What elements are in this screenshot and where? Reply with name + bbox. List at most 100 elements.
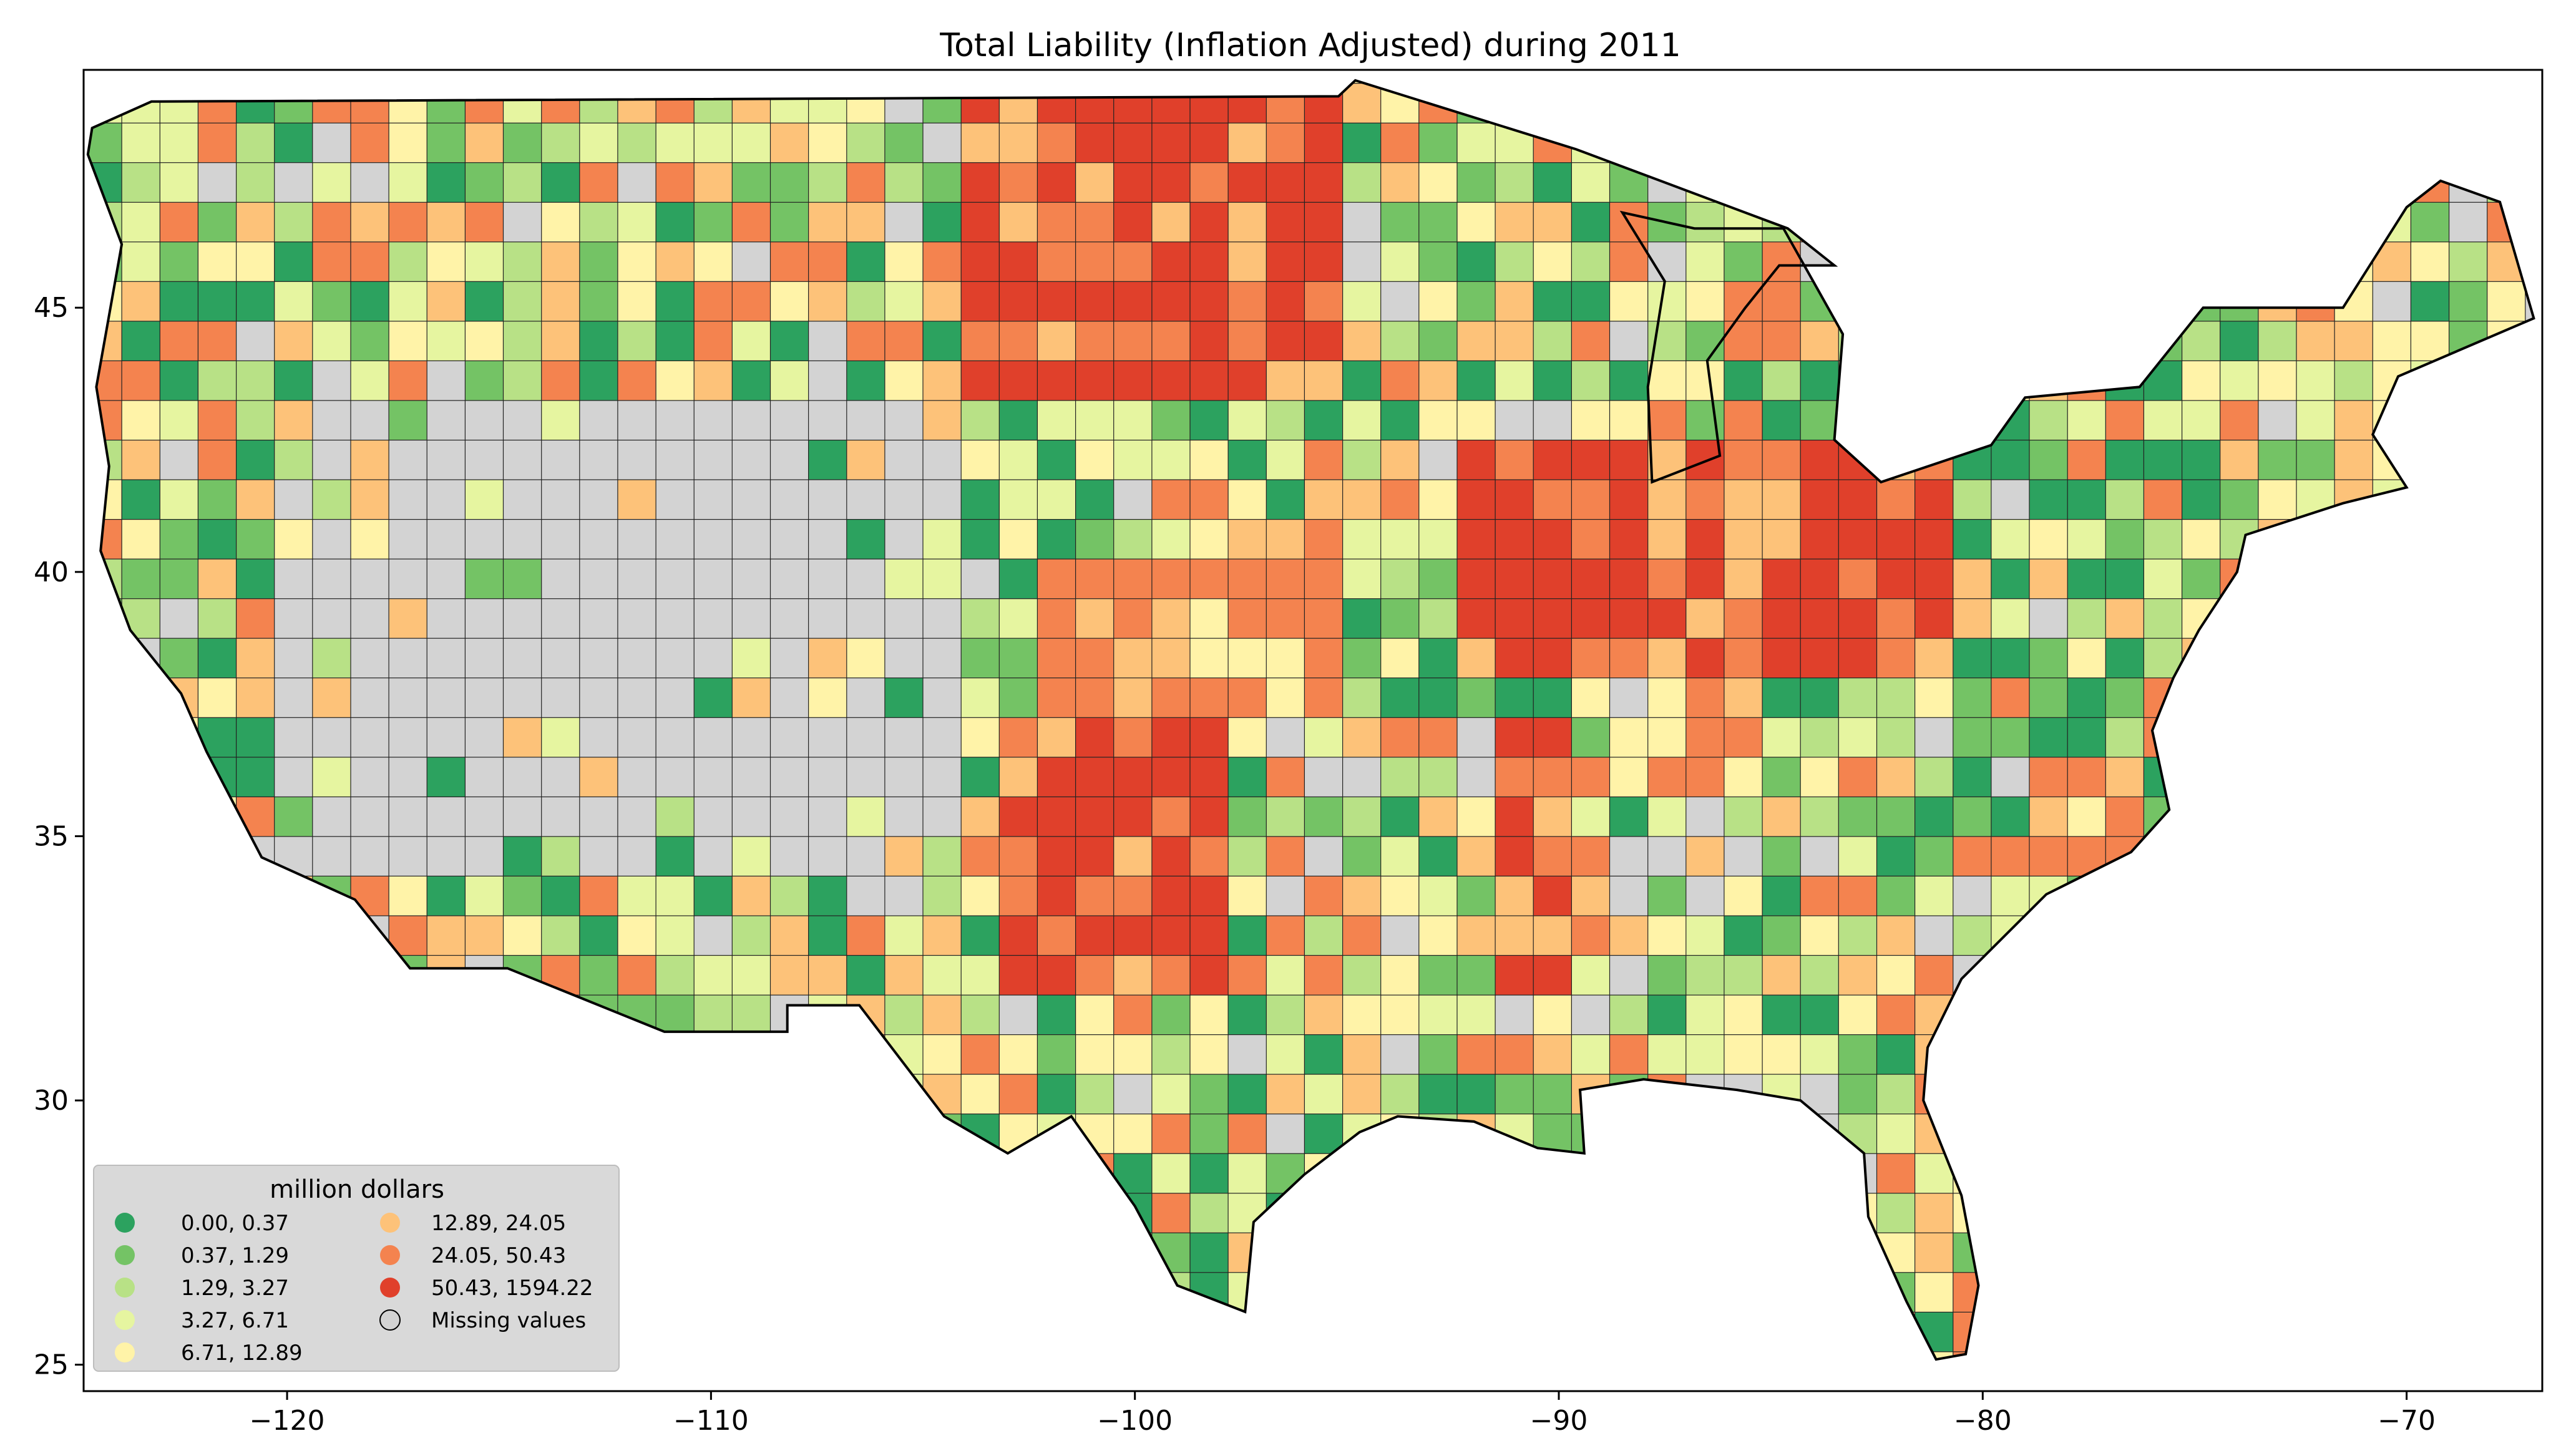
county-cell bbox=[2143, 478, 2183, 520]
county-cell bbox=[617, 954, 657, 996]
county-cell bbox=[1266, 201, 1305, 243]
county-cell bbox=[1304, 756, 1344, 798]
county-cell bbox=[1915, 1271, 1954, 1313]
county-cell bbox=[1037, 518, 1076, 560]
county-cell bbox=[1037, 162, 1076, 203]
county-cell bbox=[1380, 320, 1420, 362]
county-cell bbox=[1838, 954, 1878, 996]
county-cell bbox=[1456, 162, 1496, 203]
county-cell bbox=[1418, 796, 1458, 837]
county-cell bbox=[464, 201, 504, 243]
county-cell bbox=[1266, 835, 1305, 877]
county-cell bbox=[960, 439, 1000, 480]
county-cell bbox=[922, 241, 962, 282]
county-cell bbox=[502, 835, 542, 877]
county-cell bbox=[1266, 360, 1305, 401]
county-cell bbox=[655, 201, 695, 243]
county-cell bbox=[617, 598, 657, 639]
county-cell bbox=[159, 360, 199, 401]
county-cell bbox=[769, 201, 809, 243]
county-cell bbox=[655, 162, 695, 203]
county-cell bbox=[312, 835, 351, 877]
county-cell bbox=[502, 201, 542, 243]
county-cell bbox=[2067, 598, 2107, 639]
county-cell bbox=[1533, 1074, 1573, 1115]
county-cell bbox=[1037, 558, 1076, 599]
county-cell bbox=[693, 638, 733, 679]
county-cell bbox=[2220, 360, 2259, 401]
county-cell bbox=[1266, 439, 1305, 480]
county-cell bbox=[2029, 756, 2069, 798]
county-cell bbox=[1037, 994, 1076, 1036]
county-cell bbox=[312, 796, 351, 837]
county-cell bbox=[2220, 399, 2259, 441]
county-cell bbox=[2296, 320, 2336, 362]
county-cell bbox=[2182, 439, 2221, 480]
county-cell bbox=[1800, 796, 1840, 837]
county-cell bbox=[1189, 439, 1229, 480]
county-cell bbox=[1418, 281, 1458, 322]
county-cell bbox=[502, 638, 542, 679]
county-cell bbox=[1342, 320, 1382, 362]
county-cell bbox=[1418, 915, 1458, 956]
county-cell bbox=[1075, 717, 1115, 758]
county-cell bbox=[159, 122, 199, 163]
county-cell bbox=[1953, 478, 1993, 520]
county-cell bbox=[2334, 360, 2374, 401]
county-cell bbox=[1113, 478, 1153, 520]
county-cell bbox=[1113, 241, 1153, 282]
county-cell bbox=[1685, 677, 1725, 718]
county-cell bbox=[2067, 717, 2107, 758]
county-cell bbox=[541, 677, 580, 718]
county-cell bbox=[655, 717, 695, 758]
county-cell bbox=[1533, 677, 1573, 718]
county-cell bbox=[350, 598, 390, 639]
county-cell bbox=[312, 241, 351, 282]
county-cell bbox=[1189, 756, 1229, 798]
county-cell bbox=[693, 122, 733, 163]
county-cell bbox=[1571, 320, 1611, 362]
county-cell bbox=[2029, 677, 2069, 718]
county-cell bbox=[731, 677, 771, 718]
county-cell bbox=[1838, 558, 1878, 599]
county-cell bbox=[1953, 638, 1993, 679]
county-cell bbox=[2105, 598, 2145, 639]
county-cell bbox=[1075, 796, 1115, 837]
county-cell bbox=[464, 796, 504, 837]
county-cell bbox=[617, 518, 657, 560]
county-cell bbox=[1456, 756, 1496, 798]
county-cell bbox=[769, 638, 809, 679]
county-cell bbox=[350, 122, 390, 163]
county-cell bbox=[1304, 1074, 1344, 1115]
county-cell bbox=[1075, 439, 1115, 480]
county-cell bbox=[1075, 281, 1115, 322]
county-cell bbox=[1762, 360, 1802, 401]
county-cell bbox=[922, 717, 962, 758]
county-cell bbox=[1800, 518, 1840, 560]
county-cell bbox=[1762, 756, 1802, 798]
county-cell bbox=[1685, 756, 1725, 798]
county-cell bbox=[922, 439, 962, 480]
county-cell bbox=[655, 835, 695, 877]
county-cell bbox=[1189, 399, 1229, 441]
county-cell bbox=[1151, 281, 1191, 322]
county-cell bbox=[1227, 518, 1267, 560]
y-axis: 25 30 35 40 45 bbox=[34, 292, 84, 1381]
county-cell bbox=[846, 875, 886, 916]
county-cell bbox=[502, 281, 542, 322]
county-cell bbox=[541, 241, 580, 282]
county-cell bbox=[1571, 478, 1611, 520]
county-cell bbox=[922, 875, 962, 916]
county-cell bbox=[846, 638, 886, 679]
county-cell bbox=[1266, 994, 1305, 1036]
county-cell bbox=[731, 994, 771, 1036]
county-cell bbox=[655, 677, 695, 718]
county-cell bbox=[1113, 201, 1153, 243]
county-cell bbox=[1227, 122, 1267, 163]
county-cell bbox=[541, 201, 580, 243]
county-cell bbox=[1800, 677, 1840, 718]
county-cell bbox=[998, 1034, 1038, 1075]
county-cell bbox=[312, 281, 351, 322]
county-cell bbox=[960, 1074, 1000, 1115]
county-cell bbox=[1571, 598, 1611, 639]
